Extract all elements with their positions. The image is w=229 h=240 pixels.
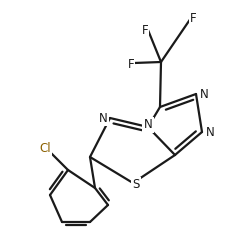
Text: Cl: Cl <box>39 142 51 155</box>
Text: N: N <box>199 88 208 101</box>
Text: N: N <box>143 119 152 132</box>
Text: F: F <box>127 59 134 72</box>
Text: N: N <box>205 126 214 138</box>
Text: S: S <box>132 179 139 192</box>
Text: N: N <box>99 112 108 125</box>
Text: F: F <box>141 24 148 36</box>
Text: F: F <box>189 12 196 24</box>
